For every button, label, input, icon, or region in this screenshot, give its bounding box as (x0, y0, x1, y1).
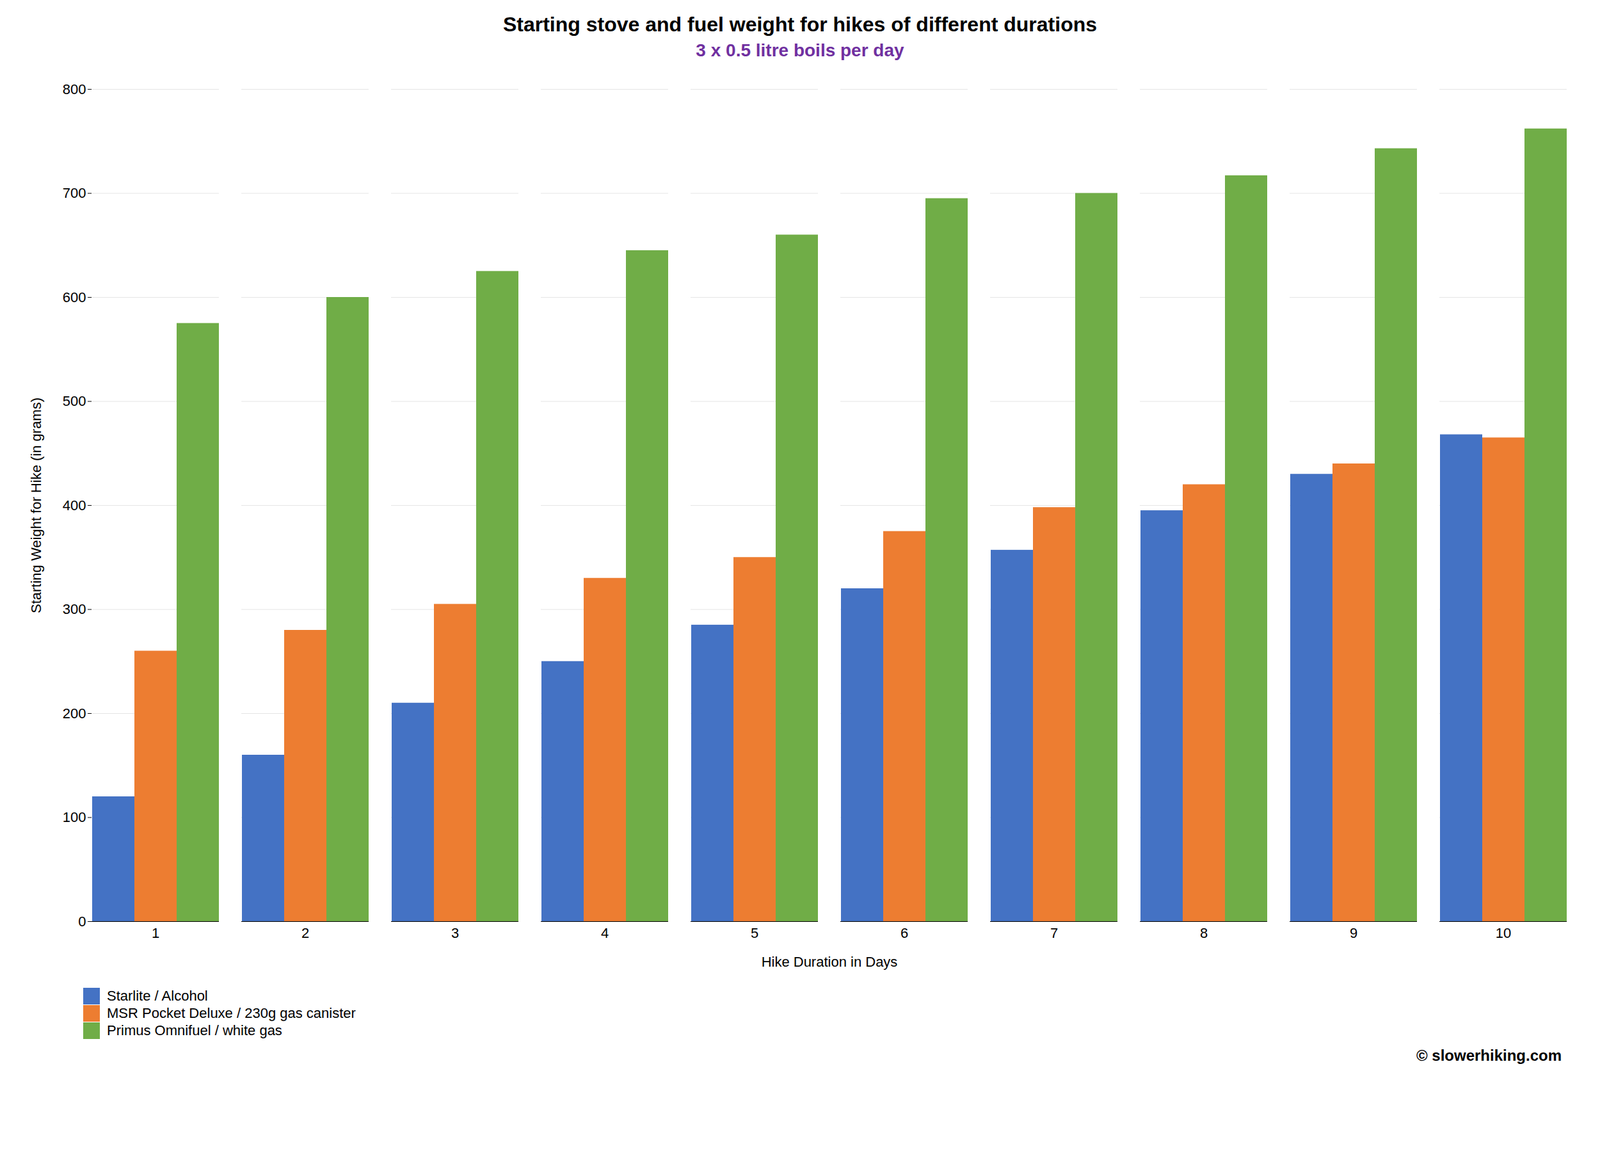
svg-text:5: 5 (750, 924, 759, 941)
svg-text:7: 7 (1050, 924, 1058, 941)
svg-text:Hike Duration in Days: Hike Duration in Days (761, 953, 898, 970)
svg-text:4: 4 (600, 924, 609, 941)
svg-text:700: 700 (62, 184, 87, 201)
svg-text:100: 100 (62, 808, 87, 825)
svg-text:2: 2 (301, 924, 310, 941)
svg-text:800: 800 (62, 81, 87, 98)
svg-text:200: 200 (62, 705, 87, 722)
svg-text:8: 8 (1200, 924, 1208, 941)
html-text:MSR Pocket Deluxe / 230g gas c: MSR Pocket Deluxe / 230g gas canister (106, 1004, 356, 1021)
html-text:Starting stove and fuel weight: Starting stove and fuel weight for hikes… (503, 12, 1097, 36)
html-text:Primus Omnifuel / white gas: Primus Omnifuel / white gas (106, 1022, 283, 1039)
svg-text:Starting Weight for Hike (in g: Starting Weight for Hike (in grams) (28, 397, 45, 614)
svg-text:500: 500 (62, 392, 87, 409)
html-text:© slowerhiking.com: © slowerhiking.com (1416, 1046, 1562, 1064)
svg-text:300: 300 (62, 600, 87, 617)
svg-text:9: 9 (1349, 924, 1358, 941)
svg-text:0: 0 (78, 913, 86, 930)
html-text:3 x 0.5 litre boils per day: 3 x 0.5 litre boils per day (695, 40, 905, 61)
svg-text:600: 600 (62, 289, 87, 306)
svg-text:10: 10 (1495, 924, 1512, 941)
svg-text:6: 6 (900, 924, 909, 941)
svg-text:1: 1 (151, 924, 160, 941)
html-text:Starlite / Alcohol: Starlite / Alcohol (106, 987, 208, 1004)
svg-text:400: 400 (62, 497, 87, 514)
svg-text:3: 3 (451, 924, 459, 941)
